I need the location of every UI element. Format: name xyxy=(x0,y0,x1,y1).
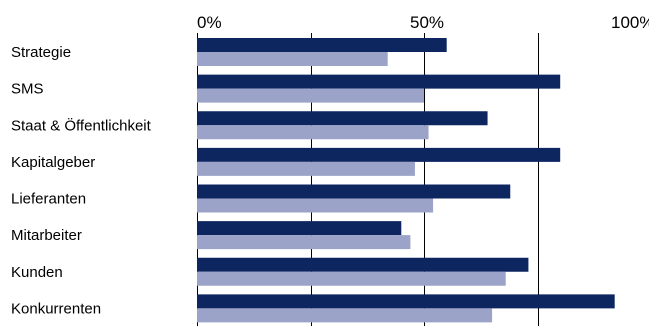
category-label: Mitarbeiter xyxy=(11,227,82,244)
category-label: Strategie xyxy=(11,44,71,61)
bar-light-4 xyxy=(197,198,434,213)
bar-light-1 xyxy=(197,88,424,103)
category-label: Kunden xyxy=(11,264,63,281)
category-label: Staat & Öffentlichkeit xyxy=(11,116,152,134)
x-tick-labels: 0% 50% 100% xyxy=(197,13,649,32)
bar-dark-2 xyxy=(197,111,488,126)
bar-light-2 xyxy=(197,125,429,140)
bar-light-6 xyxy=(197,271,506,286)
bar-dark-1 xyxy=(197,74,561,89)
bar-dark-7 xyxy=(197,294,615,309)
bar-dark-3 xyxy=(197,147,561,162)
x-tick-label: 50% xyxy=(410,13,444,32)
category-label: Kapitalgeber xyxy=(11,154,95,171)
bars xyxy=(197,38,615,323)
bar-light-3 xyxy=(197,161,415,176)
bar-light-5 xyxy=(197,235,411,250)
category-label: Lieferanten xyxy=(11,191,86,208)
category-label: SMS xyxy=(11,81,44,98)
x-tick-label: 0% xyxy=(197,13,222,32)
bar-dark-5 xyxy=(197,221,402,236)
bar-light-7 xyxy=(197,308,493,323)
bar-dark-6 xyxy=(197,257,529,272)
bar-dark-4 xyxy=(197,184,511,199)
bar-light-0 xyxy=(197,52,388,66)
category-label: Konkurrenten xyxy=(11,300,101,317)
bar-dark-0 xyxy=(197,38,447,52)
x-tick-label: 100% xyxy=(611,13,649,32)
category-labels: Strategie SMS Staat & Öffentlichkeit Kapita… xyxy=(11,44,152,317)
